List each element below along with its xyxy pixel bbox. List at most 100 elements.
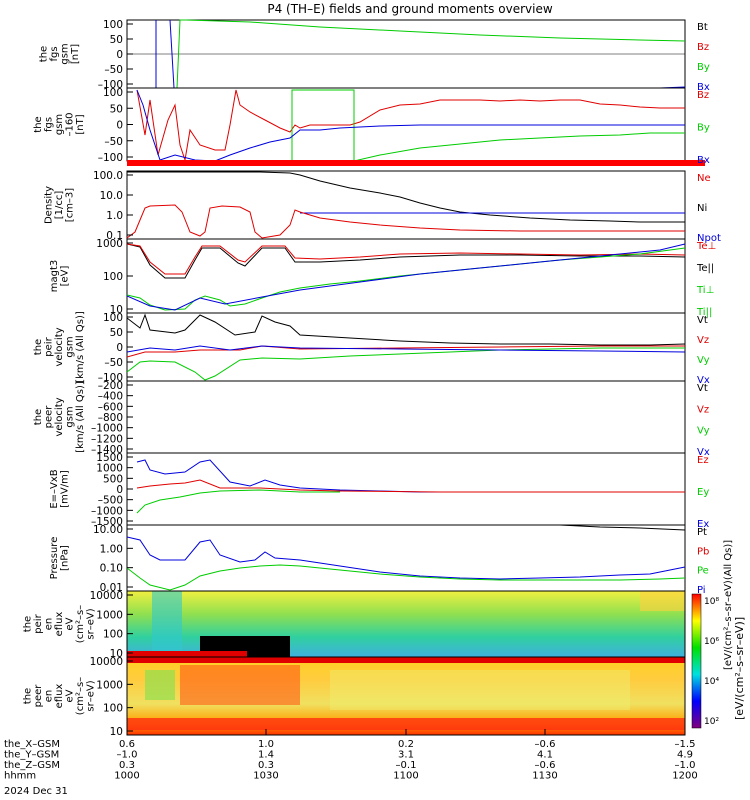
y-tick-label: –50 xyxy=(104,64,123,76)
panel-ion-spectrogram xyxy=(126,590,686,658)
axis-p6: –200–400–600–800–1000–1200–1400 the peer ve… xyxy=(33,380,710,458)
legend-entry: Ne xyxy=(697,173,711,184)
x-row-value: 3.1 xyxy=(398,750,414,761)
legend-entry: Ti|| xyxy=(696,307,712,318)
y-tick-label: 100 xyxy=(103,271,123,283)
x-row-value: –1.5 xyxy=(675,739,696,750)
colorbar-gradient xyxy=(691,593,702,729)
y-axis-label: the xyxy=(38,46,49,62)
y-tick-label: 10.00 xyxy=(93,524,123,536)
ez-trace xyxy=(136,479,685,493)
y-tick-label: 1.0 xyxy=(106,210,123,222)
legend-entry: Bz xyxy=(697,42,709,53)
legend-entry: Bx xyxy=(697,82,710,93)
legend-entry: Bx xyxy=(697,155,710,166)
y-axis-label: (cm²–s– xyxy=(75,677,86,715)
colorbar-tick-label: 10² xyxy=(704,717,719,727)
legend-entry: Bt xyxy=(697,22,708,33)
te-par-trace xyxy=(126,243,686,279)
legend-entry: By xyxy=(697,62,710,73)
panel-electron-spectrogram xyxy=(126,656,686,736)
y-tick-label: 1000 xyxy=(96,679,123,691)
axis-p5: 100 50 0 –50 –100 the peir velocity gsm [km/s (Al… xyxy=(33,311,710,386)
y-axis-label: velocity xyxy=(54,327,65,366)
y-tick-label: 0 xyxy=(116,484,123,496)
legend-entry: Vz xyxy=(697,404,709,415)
y-tick-label: 1000 xyxy=(96,609,123,621)
x-row-value: 1.4 xyxy=(258,750,274,761)
x-row-value: 1000 xyxy=(114,771,139,782)
legend-entry: Vy xyxy=(697,426,710,437)
panel-temperature xyxy=(126,238,686,314)
y-tick-label: 1500 xyxy=(96,452,123,464)
y-tick-label: –1000 xyxy=(91,423,123,435)
legend-entry: Pt xyxy=(697,527,707,538)
y-tick-label: –1000 xyxy=(91,505,123,517)
y-axis-label: the xyxy=(33,339,44,355)
x-row-value: 1.0 xyxy=(258,739,274,750)
ne-trace xyxy=(126,204,685,239)
vy-trace xyxy=(126,347,685,381)
x-row-value: –1.0 xyxy=(117,750,138,761)
y-tick-label: –100 xyxy=(98,372,123,384)
y-axis-label: gsm xyxy=(65,406,76,427)
x-row-label: the_X–GSM xyxy=(4,739,60,750)
ey-trace xyxy=(136,489,340,514)
panel-peer-velocity xyxy=(126,380,686,454)
panel-frame xyxy=(126,524,686,592)
y-axis-label: [1/cc] xyxy=(54,191,65,220)
x-row-value: 4.1 xyxy=(537,750,553,761)
legend-entry: Ni xyxy=(697,203,707,214)
axis-p3: 100.0 10.0 1.0 0.1 Density [1/cc] [cm–3] Ne Ni Np… xyxy=(44,170,721,244)
y-tick-label: 1.00 xyxy=(100,543,123,555)
y-tick-label: –600 xyxy=(98,401,123,413)
panel-frame xyxy=(126,380,686,454)
y-axis-label: eV xyxy=(65,689,76,702)
legend-entry: Te|| xyxy=(696,263,714,274)
y-axis-label: [km/s (All Qs)] xyxy=(75,311,86,383)
y-tick-label: –200 xyxy=(98,380,123,392)
x-row-value: 1030 xyxy=(253,771,278,782)
y-axis-label: –160 xyxy=(65,112,76,136)
te-high-trace xyxy=(126,243,686,311)
x-row-label: hhmm xyxy=(4,771,36,782)
x-row-value: 1200 xyxy=(672,771,697,782)
legend-entry: Ey xyxy=(697,487,709,498)
panel-efield xyxy=(126,452,686,526)
legend-entry: Vx xyxy=(697,375,710,386)
ex-trace xyxy=(136,459,440,493)
axis-p1: 100 50 0 –50 –100 the fgs gsm [nT] Bt Bz By Bx xyxy=(38,19,710,93)
y-axis-label: en xyxy=(44,690,55,703)
legend-entry: Te⊥ xyxy=(696,241,716,252)
y-tick-label: 100 xyxy=(103,629,123,641)
y-tick-label: 100.0 xyxy=(93,170,123,182)
y-axis-label: gsm xyxy=(59,43,70,64)
legend-entry: Pb xyxy=(697,546,709,557)
legend-entry: Vy xyxy=(697,355,710,366)
y-tick-label: –1200 xyxy=(91,433,123,445)
y-axis-label: fgs xyxy=(44,117,55,132)
axis-p9: 10000 1000 100 10 the peir en eflux eV (cm²–s– sr–… xyxy=(23,590,133,660)
y-axis-label: [nT] xyxy=(70,44,81,64)
y-tick-label: 0 xyxy=(116,49,123,61)
y-tick-label: –50 xyxy=(104,357,123,369)
axis-p4: 1000 100 10 magt3 [eV] Te⊥ Te|| Ti⊥ Ti|| xyxy=(49,238,717,318)
y-axis-label: fgs xyxy=(49,46,60,61)
y-axis-label: sr–eV) xyxy=(86,680,97,711)
y-tick-label: 0.1 xyxy=(106,230,123,242)
y-tick-label: 50 xyxy=(110,103,123,115)
y-axis-label: the xyxy=(33,409,44,425)
colorbar-label: [eV/(cm²–s–sr–eV)] xyxy=(733,617,746,720)
y-axis-label: [km/s (All Qs)] xyxy=(75,381,86,453)
y-tick-label: –100 xyxy=(98,152,123,164)
legend-entry: Vx xyxy=(697,447,710,458)
x-row-value: 0.2 xyxy=(398,739,414,750)
panel-frame xyxy=(126,170,686,240)
legend-entry: Pi xyxy=(697,585,706,596)
y-axis-label: peer xyxy=(33,684,44,708)
legend-entry: Ez xyxy=(697,455,709,466)
